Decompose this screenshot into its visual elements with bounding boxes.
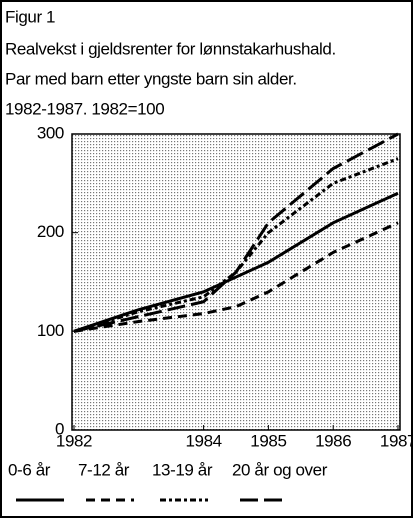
x-tick-label: 1985 [250,431,286,450]
series-line [73,191,399,333]
legend-label: 7-12 år [78,460,130,479]
legend-label: 13-19 år [152,460,213,479]
series-line [73,221,399,333]
chart-title: Figur 1 [5,7,55,26]
legend-label: 0-6 år [8,460,51,479]
subtitle: Par med barn etter yngste barn sin alder… [5,69,297,88]
legend-label: 20 år og over [232,460,328,479]
x-tick-label: 1984 [185,431,221,450]
subtitle: Realvekst i gjeldsrenter for lønnstakarh… [5,39,336,58]
y-tick-label: 100 [37,321,64,340]
series-line [73,132,399,333]
y-tick-label: 0 [55,419,64,438]
x-tick-label: 1987 [380,431,413,450]
x-tick-label: 1986 [315,431,351,450]
subtitle: 1982-1987. 1982=100 [5,99,164,118]
y-tick-label: 200 [37,222,64,241]
x-tick-label: 1982 [56,431,92,450]
plot-area [71,133,401,431]
y-tick-label: 300 [37,123,64,142]
